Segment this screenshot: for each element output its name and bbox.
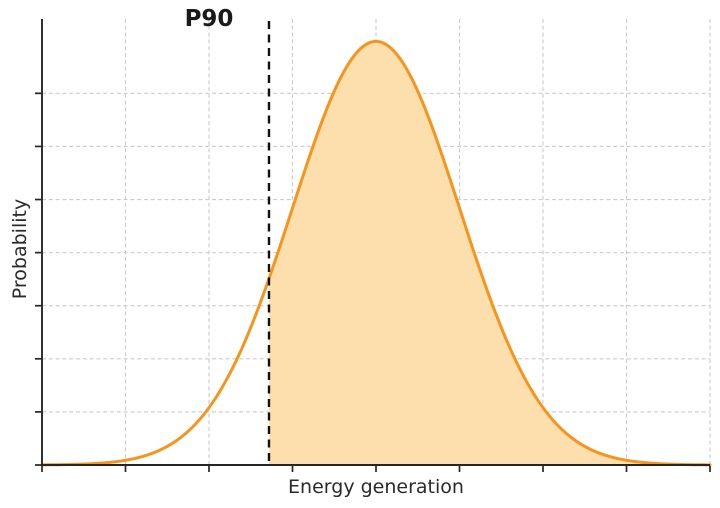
p90-label: P90 xyxy=(185,6,234,32)
x-axis-label: Energy generation xyxy=(288,476,464,498)
p90-shaded-region xyxy=(268,41,710,466)
probability-density-curve xyxy=(40,39,712,467)
axes-and-ticks xyxy=(35,19,711,472)
y-axis-label: Probability xyxy=(9,199,31,299)
